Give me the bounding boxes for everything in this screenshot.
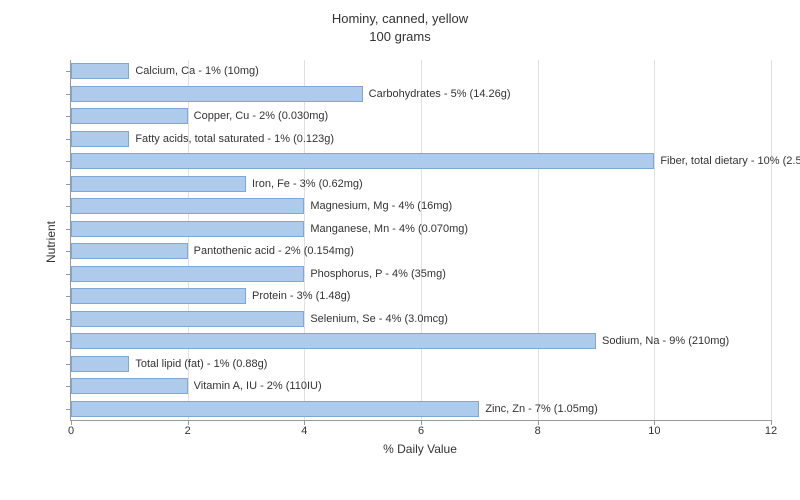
y-tick — [66, 94, 71, 95]
bar-label: Selenium, Se - 4% (3.0mcg) — [304, 311, 448, 327]
chart-area: Nutrient 024681012Calcium, Ca - 1% (10mg… — [50, 60, 770, 450]
bar-label: Magnesium, Mg - 4% (16mg) — [304, 198, 452, 214]
gridline — [654, 60, 655, 420]
y-tick — [66, 409, 71, 410]
x-axis-label: % Daily Value — [383, 442, 457, 456]
chart-title: Hominy, canned, yellow 100 grams — [0, 0, 800, 46]
title-line2: 100 grams — [369, 29, 430, 44]
y-tick — [66, 184, 71, 185]
y-axis-label: Nutrient — [44, 221, 58, 263]
x-tick-label: 0 — [68, 425, 74, 437]
bar — [71, 131, 129, 147]
title-line1: Hominy, canned, yellow — [332, 11, 468, 26]
bar-label: Fatty acids, total saturated - 1% (0.123… — [129, 131, 334, 147]
bar-label: Calcium, Ca - 1% (10mg) — [129, 63, 258, 79]
x-tick-label: 6 — [418, 425, 424, 437]
x-tick-label: 12 — [765, 425, 777, 437]
y-tick — [66, 139, 71, 140]
x-tick-label: 4 — [301, 425, 307, 437]
y-tick — [66, 229, 71, 230]
gridline — [771, 60, 772, 420]
bar-label: Carbohydrates - 5% (14.26g) — [363, 86, 511, 102]
bar — [71, 63, 129, 79]
y-tick — [66, 251, 71, 252]
y-tick — [66, 116, 71, 117]
bar — [71, 153, 654, 169]
bar-label: Total lipid (fat) - 1% (0.88g) — [129, 356, 267, 372]
bar-label: Fiber, total dietary - 10% (2.5g) — [654, 153, 800, 169]
y-tick — [66, 341, 71, 342]
bar — [71, 288, 246, 304]
bar — [71, 266, 304, 282]
bar-label: Copper, Cu - 2% (0.030mg) — [188, 108, 329, 124]
y-tick — [66, 319, 71, 320]
bar-label: Phosphorus, P - 4% (35mg) — [304, 266, 446, 282]
bar-label: Pantothenic acid - 2% (0.154mg) — [188, 243, 354, 259]
bar — [71, 311, 304, 327]
bar — [71, 356, 129, 372]
gridline — [538, 60, 539, 420]
bar — [71, 401, 479, 417]
y-tick — [66, 206, 71, 207]
plot-region: 024681012Calcium, Ca - 1% (10mg)Carbohyd… — [70, 60, 771, 421]
bar — [71, 333, 596, 349]
x-tick-label: 10 — [648, 425, 660, 437]
bar — [71, 221, 304, 237]
y-tick — [66, 161, 71, 162]
bar — [71, 198, 304, 214]
gridline — [421, 60, 422, 420]
bar — [71, 108, 188, 124]
bar — [71, 86, 363, 102]
bar — [71, 378, 188, 394]
bar-label: Manganese, Mn - 4% (0.070mg) — [304, 221, 468, 237]
x-tick-label: 2 — [185, 425, 191, 437]
y-tick — [66, 364, 71, 365]
y-tick — [66, 274, 71, 275]
bar — [71, 176, 246, 192]
bar-label: Iron, Fe - 3% (0.62mg) — [246, 176, 363, 192]
y-tick — [66, 386, 71, 387]
y-tick — [66, 71, 71, 72]
y-tick — [66, 296, 71, 297]
x-tick-label: 8 — [535, 425, 541, 437]
bar-label: Sodium, Na - 9% (210mg) — [596, 333, 729, 349]
bar — [71, 243, 188, 259]
bar-label: Zinc, Zn - 7% (1.05mg) — [479, 401, 597, 417]
bar-label: Protein - 3% (1.48g) — [246, 288, 350, 304]
bar-label: Vitamin A, IU - 2% (110IU) — [188, 378, 322, 394]
